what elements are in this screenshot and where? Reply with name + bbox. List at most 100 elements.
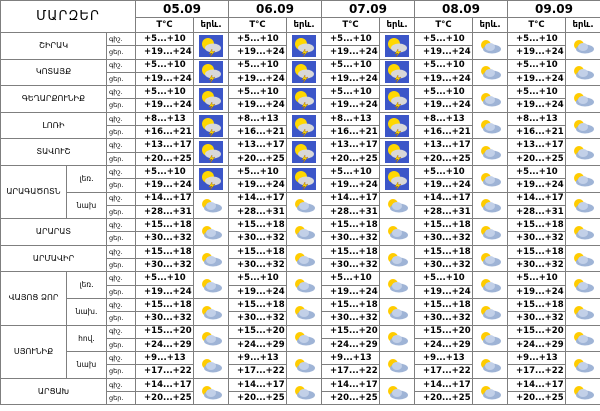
temperature: +20...+25 [414,391,474,406]
region-name: ՇԻՐԱԿ [0,32,107,60]
forecast-row: ցեր. +19...+24 +19...+24 +19...+24 +19...+24… [1,284,600,299]
weather-icon [193,58,230,87]
cloud-icon [574,305,595,320]
period-label: գիշ. [105,351,137,366]
temperature: +13...+17 [507,138,567,153]
weather-icon [472,191,509,220]
temperature: +5...+10 [321,164,381,180]
weather-icon [472,164,509,193]
temp-header: T°C [414,17,474,33]
period-label: գիշ. [105,218,137,233]
cloud-icon [388,385,409,400]
storm-icon [199,167,224,190]
sky-header: երև. [379,17,416,33]
cloud-icon [481,279,502,293]
temperature: +5...+10 [228,164,288,180]
temperature: +20...+25 [135,151,195,166]
temperature: +19...+24 [507,98,567,113]
period-label: գիշ. [105,324,137,339]
temperature: +30...+32 [321,258,381,273]
temperature: +17...+22 [228,364,288,379]
temperature: +15...+20 [414,324,474,339]
cloud-icon [481,39,502,54]
cloud-icon [481,225,502,240]
temperature: +30...+32 [228,311,288,326]
weather-icon [565,32,600,60]
cloud-icon [295,358,316,373]
temperature: +5...+10 [321,31,381,47]
temperature: +20...+25 [321,151,381,166]
temperature: +14...+17 [228,377,288,393]
cloud-icon [481,332,502,346]
temperature: +30...+32 [321,231,381,246]
period-label: ցեր. [105,45,137,60]
period-label: ցեր. [105,258,137,273]
cloud-icon [388,305,409,320]
zone-name: նախ. [66,297,107,326]
weather-icon [193,351,230,379]
weather-icon [565,85,600,113]
forecast-row: ԱՐԱՐԱՏ գիշ. +15...+18 +15...+18 +15...+18 +15… [0,218,600,246]
temperature: +5...+10 [228,271,288,286]
weather-icon [565,244,600,273]
weather-icon [565,351,600,379]
region-name: ԿՈՏԱՅՔ [0,58,107,87]
temperature: +5...+10 [321,58,381,73]
weather-icon [193,164,230,193]
weather-icon [286,324,323,353]
temperature: +9...+13 [135,351,195,366]
storm-icon [292,61,317,84]
zone-name: նախ [66,191,107,220]
cloud-icon [295,385,316,400]
cloud-icon [202,385,223,400]
cloud-icon [481,385,502,400]
temperature: +5...+10 [228,31,288,47]
temperature: +19...+24 [135,45,195,60]
temperature: +19...+24 [135,178,195,193]
sky-header: երև. [286,17,323,33]
zone-name: հով. [66,324,107,353]
cloud-icon [388,332,409,346]
temperature: +19...+24 [135,71,195,87]
weather-icon [565,218,600,246]
temperature: +30...+32 [507,311,567,326]
weather-icon [565,271,600,299]
cloud-icon [388,225,409,240]
weather-icon [379,32,416,60]
cloud-icon [388,358,409,373]
period-label: ցեր. [105,125,137,140]
temperature: +15...+20 [507,324,567,339]
temperature: +8...+13 [228,111,288,127]
temperature: +30...+32 [135,231,195,246]
storm-icon [292,87,317,110]
forecast-row: ԿՈՏԱՅՔ գիշ. +5...+10 +5...+10 +5...+10 +5...+… [0,58,600,87]
weather-icon [286,111,323,140]
temperature: +19...+24 [228,178,288,193]
temperature: +30...+32 [321,311,381,326]
forecast-row: ցեր. +19...+24 +19...+24 +19...+24 +19...+24… [1,71,600,87]
temperature: +30...+32 [414,311,474,326]
temperature: +15...+18 [507,244,567,260]
weather-icon [193,324,230,353]
weather-icon [286,85,323,113]
temperature: +30...+32 [228,258,288,273]
temperature: +5...+10 [507,31,567,47]
cloud-icon [202,225,223,240]
temperature: +28...+31 [135,204,195,220]
storm-icon [292,167,317,190]
temperature: +13...+17 [321,138,381,153]
temperature: +16...+21 [321,125,381,140]
weather-icon [379,111,416,140]
forecast-row: ՇԻՐԱԿ գիշ. +5...+10 +5...+10 +5...+10 +5...+1… [0,31,600,60]
region-name: ԳԵՂԱՐՔՈՒՆԻՔ [0,85,107,113]
period-label: ցեր. [105,178,137,193]
temperature: +28...+31 [414,204,474,220]
weather-icon [286,271,323,299]
period-label: ցեր. [105,71,137,87]
forecast-row: ցեր. +19...+24 +19...+24 +19...+24 +19...+24… [1,45,600,60]
cloud-icon [481,66,502,80]
temperature: +14...+17 [507,191,567,206]
weather-icon [286,138,323,166]
temperature: +5...+10 [414,271,474,286]
